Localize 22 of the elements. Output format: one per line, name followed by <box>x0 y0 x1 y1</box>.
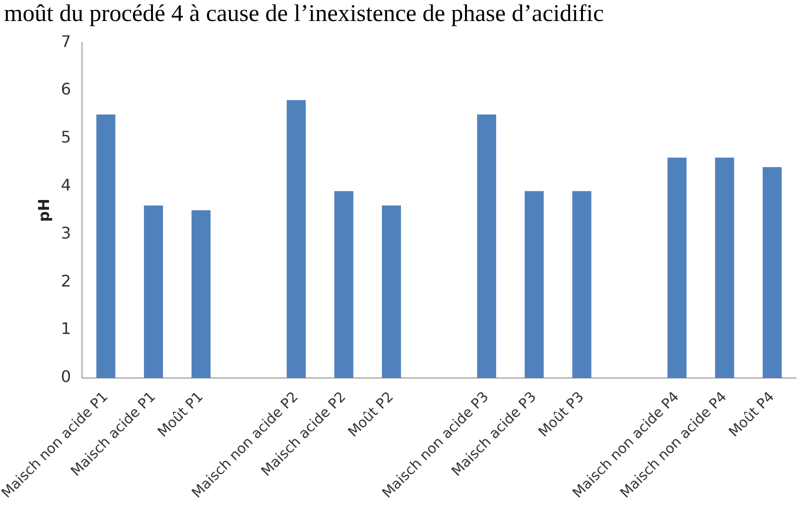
y-tick-label: 7 <box>60 32 72 51</box>
y-tick-label: 5 <box>60 128 72 147</box>
bar <box>334 191 354 378</box>
bar <box>477 114 496 378</box>
y-tick-label: 1 <box>60 319 72 338</box>
bar <box>144 205 163 378</box>
bar <box>96 114 116 378</box>
bar <box>762 167 782 378</box>
bar <box>524 191 544 378</box>
bar <box>572 191 592 378</box>
y-tick-label: 2 <box>60 271 72 290</box>
y-axis-title: pH <box>34 198 53 222</box>
y-tick-label: 6 <box>60 80 72 99</box>
bar <box>286 100 306 378</box>
y-tick-label: 3 <box>60 223 72 242</box>
bar <box>382 205 401 378</box>
y-tick-label: 4 <box>60 175 72 194</box>
bar <box>667 158 687 378</box>
text: moût du procédé 4 à cause de l’inexistence de phase d’acidific <box>4 0 605 28</box>
bar <box>715 158 734 378</box>
bar <box>192 210 211 378</box>
y-tick-label: 0 <box>60 367 72 386</box>
